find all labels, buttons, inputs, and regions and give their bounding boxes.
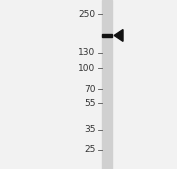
Bar: [102, 34, 112, 37]
Text: 55: 55: [84, 99, 96, 108]
Text: 70: 70: [84, 85, 96, 94]
Text: 25: 25: [84, 145, 96, 154]
Text: 100: 100: [78, 64, 96, 73]
Polygon shape: [114, 30, 123, 41]
Text: 35: 35: [84, 125, 96, 135]
Text: 130: 130: [78, 48, 96, 57]
Bar: [102, 0, 112, 169]
Text: 250: 250: [78, 10, 96, 19]
